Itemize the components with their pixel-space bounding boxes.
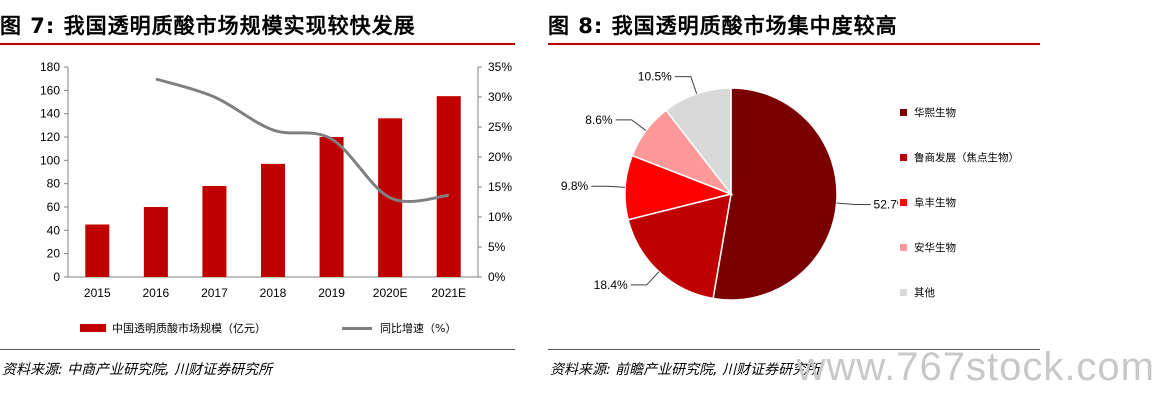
- bar-legend-label: 中国透明质酸市场规模（亿元）: [112, 322, 266, 335]
- left-tick-label: 160: [40, 83, 60, 97]
- pie-legend-swatch: [900, 244, 907, 251]
- bar: [436, 96, 461, 277]
- bar: [85, 224, 110, 277]
- slice-leader-line: [615, 119, 647, 132]
- pie-legend-item: 安华生物: [900, 240, 956, 255]
- x-tick-label: 2019: [318, 286, 345, 300]
- line-legend-swatch: [342, 326, 372, 330]
- bar: [319, 137, 344, 277]
- pie-legend-item: 其他: [900, 285, 935, 300]
- left-tick-label: 20: [47, 247, 61, 261]
- pie-legend-swatch: [900, 199, 907, 206]
- pie-legend-label: 其他: [914, 287, 935, 299]
- left-tick-label: 40: [47, 223, 61, 237]
- right-tick-label: 10%: [488, 210, 512, 224]
- left-tick-label: 100: [40, 153, 60, 167]
- slice-value-label: 9.8%: [561, 179, 589, 193]
- pie-legend-label: 鲁商发展（焦点生物）: [914, 152, 1019, 164]
- title-rule: [548, 43, 1040, 45]
- pie-legend-item: 华熙生物: [900, 105, 956, 120]
- bar: [202, 186, 227, 277]
- bar-legend-swatch: [80, 324, 106, 332]
- line-legend: 同比增速（%）: [342, 320, 456, 336]
- slice-value-label: 8.6%: [585, 113, 613, 127]
- figure-8: 图 8: 我国透明质酸市场集中度较高 52.7% 18.4% 9.8% 8.6% 10.…: [548, 0, 1048, 410]
- figure-8-source: 资料来源: 前瞻产业研究院, 川财证券研究所: [550, 362, 821, 378]
- left-tick-label: 60: [47, 200, 61, 214]
- figure-8-title: 图 8: 我国透明质酸市场集中度较高: [548, 14, 898, 38]
- pie-legend-swatch: [900, 109, 907, 116]
- watermark: www.767stock.com: [796, 345, 1155, 389]
- right-tick-label: 20%: [488, 150, 512, 164]
- left-tick-label: 180: [40, 60, 60, 74]
- pie-legend-label: 华熙生物: [914, 107, 956, 119]
- bar: [143, 207, 168, 277]
- pie-legend-item: 阜丰生物: [900, 195, 956, 210]
- title-rule: [0, 43, 515, 45]
- right-tick-label: 35%: [488, 60, 512, 74]
- slice-leader-line: [836, 202, 871, 206]
- source-rule: [548, 349, 1040, 350]
- pie-slice: [627, 192, 732, 300]
- figure-7: 图 7: 我国透明质酸市场规模实现较快发展 0 20 40 60 80 100 120 140…: [0, 0, 520, 410]
- x-tick-label: 2015: [84, 286, 111, 300]
- bar-legend: 中国透明质酸市场规模（亿元）: [80, 320, 266, 336]
- slice-value-label: 52.7%: [874, 198, 898, 212]
- figure-7-title: 图 7: 我国透明质酸市场规模实现较快发展: [0, 14, 416, 38]
- slice-leader-line: [591, 185, 626, 188]
- slice-value-label: 10.5%: [638, 70, 672, 84]
- slice-leader-line: [674, 76, 698, 94]
- market-share-pie: 52.7% 18.4% 9.8% 8.6% 10.5%: [561, 70, 898, 301]
- pie-legend-label: 阜丰生物: [914, 197, 956, 209]
- pie-legend-swatch: [900, 289, 907, 296]
- source-rule: [0, 349, 515, 350]
- left-tick-label: 120: [40, 130, 60, 144]
- right-tick-label: 25%: [488, 120, 512, 134]
- left-tick-label: 140: [40, 107, 60, 121]
- growth-rate-line: [155, 77, 449, 203]
- x-tick-label: 2017: [201, 286, 228, 300]
- right-tick-label: 15%: [488, 180, 512, 194]
- right-tick-label: 0%: [488, 270, 506, 284]
- pie-legend-swatch: [900, 154, 907, 161]
- x-tick-label: 2021E: [431, 286, 466, 300]
- right-tick-label: 30%: [488, 90, 512, 104]
- pie-slice: [664, 87, 732, 197]
- bar: [261, 163, 285, 277]
- figure-7-source: 资料来源: 中商产业研究院, 川财证券研究所: [2, 362, 273, 378]
- pie-slice: [712, 87, 838, 301]
- market-size-chart: 0 20 40 60 80 100 120 140 160 180 0% 5% 10% 15% 20% 25%…: [40, 60, 512, 300]
- slice-leader-line: [630, 271, 660, 286]
- x-tick-label: 2016: [143, 286, 170, 300]
- x-tick-label: 2018: [260, 286, 287, 300]
- left-tick-label: 0: [53, 270, 60, 284]
- x-tick-label: 2020E: [373, 286, 408, 300]
- line-legend-label: 同比增速（%）: [380, 322, 457, 335]
- left-tick-label: 80: [47, 177, 61, 191]
- slice-value-label: 18.4%: [594, 278, 628, 292]
- pie-legend-label: 安华生物: [914, 242, 956, 254]
- right-tick-label: 5%: [488, 240, 506, 254]
- pie-legend-item: 鲁商发展（焦点生物）: [900, 150, 1019, 165]
